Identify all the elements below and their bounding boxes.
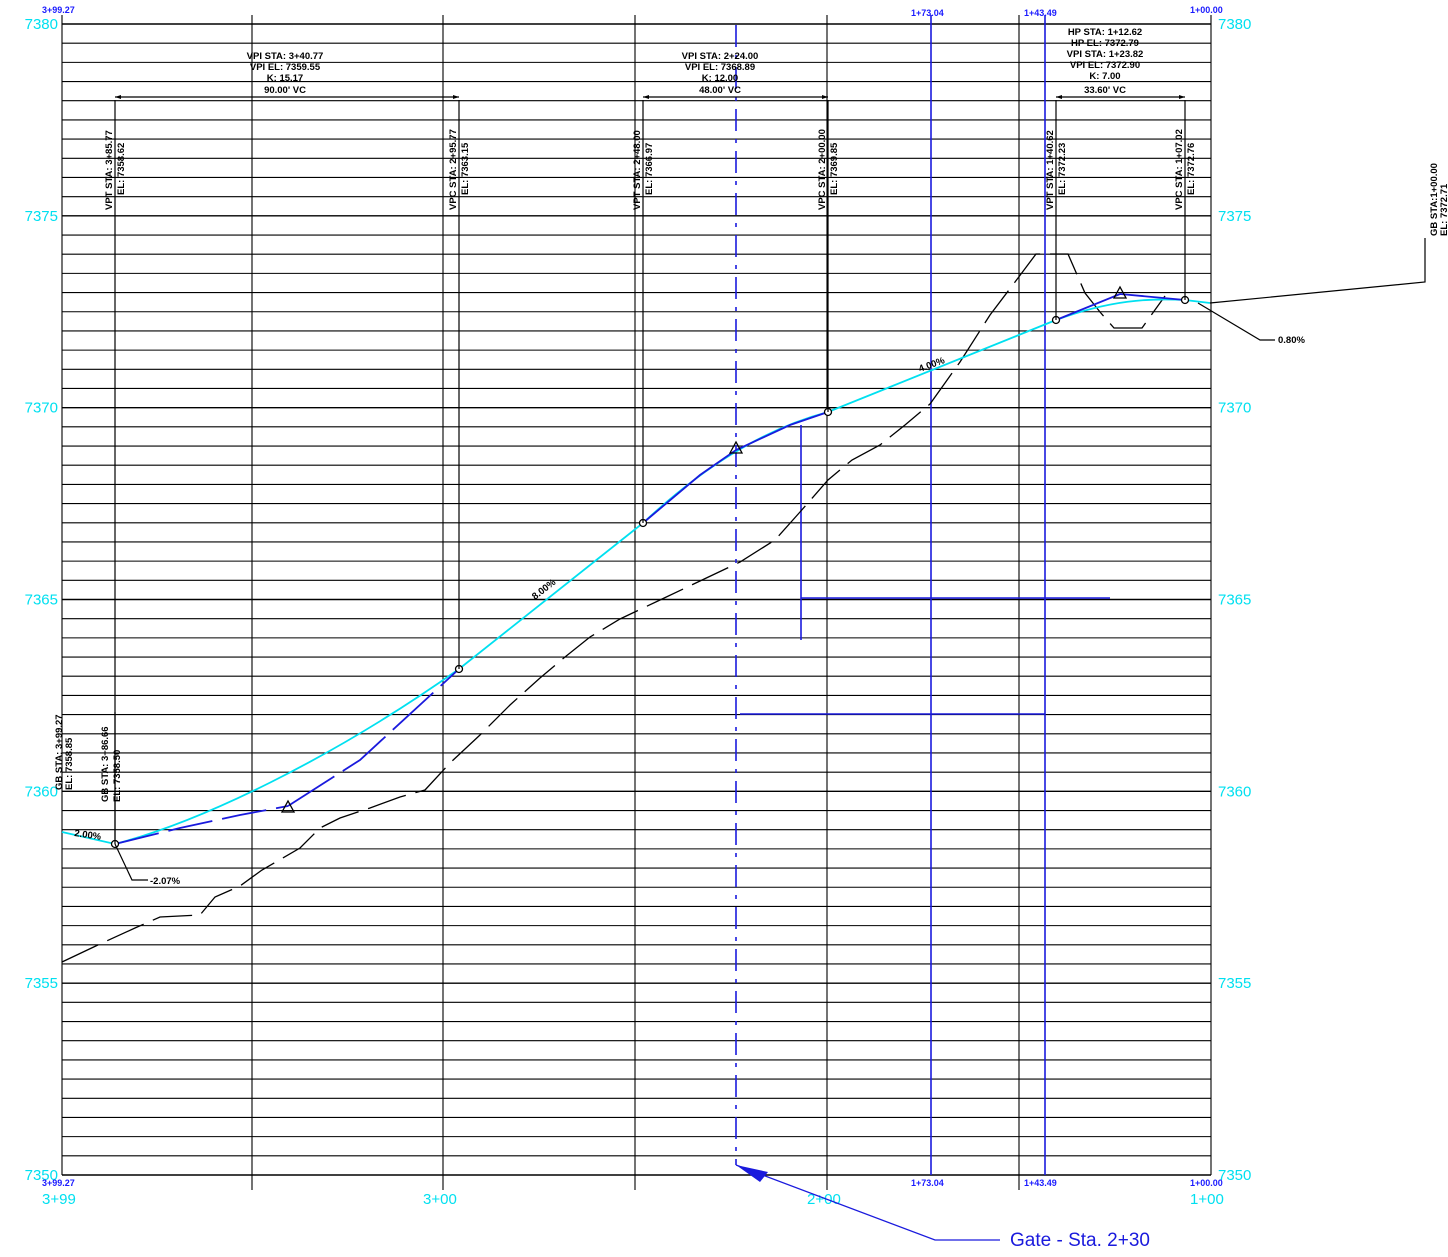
station-label-173-bottom: 1+73.04 [911,1178,944,1188]
existing-ground-profile [61,253,1166,963]
grade-label-2: -2.07% [150,876,181,887]
vpi-markers [280,285,1128,813]
vpi-triangle-2 [728,440,744,454]
vpc-label-2-line1: VPC STA: 2+00.00 [817,129,828,210]
elevation-label: 7380 [25,16,58,33]
gb-label-left-line1: GB STA: 3+99.27 [54,714,65,790]
elevation-labels-right: 7350 7355 7360 7365 7370 7375 7380 [1218,16,1251,1184]
vpt-label-1-line2: EL: 7358.62 [116,143,127,195]
svg-text:K: 15.17: K: 15.17 [267,73,303,84]
elevation-label: 7380 [1218,16,1251,33]
vpc-label-1-line1: VPC STA: 2+95.77 [448,129,459,210]
svg-text:33.60' VC: 33.60' VC [1084,85,1126,96]
station-label-right-top: 1+00.00 [1190,5,1223,15]
dimension-ticks [115,95,1185,99]
vpi-label-3: HP STA: 1+12.62 HP EL: 7372.79 VPI STA: … [1067,27,1144,96]
elevation-labels-left: 7350 7355 7360 7365 7370 7375 7380 [25,16,58,1184]
elevation-label: 7370 [25,400,58,417]
svg-text:VPI STA: 2+24.00: VPI STA: 2+24.00 [682,51,759,62]
svg-text:VPI EL: 7359.55: VPI EL: 7359.55 [250,62,321,73]
svg-text:VPI EL: 7368.89: VPI EL: 7368.89 [685,62,755,73]
vpt-label-3-line1: VPT STA: 1+40.62 [1045,130,1056,210]
elevation-label: 7355 [25,975,58,992]
gb-label-right-line2: EL: 7372.71 [1439,183,1448,236]
grade-labels: 2.00% -2.07% 8.00% 4.00% 0.80% [74,335,1306,887]
station-label-right-bottom: 1+00.00 [1190,1178,1223,1188]
svg-text:48.00' VC: 48.00' VC [699,85,741,96]
grade-label-5: 0.80% [1278,335,1305,346]
vpi-triangle-3 [1112,285,1128,299]
vpt-label-2-line2: EL: 7366.97 [644,143,655,195]
vertical-point-markers [110,295,1190,849]
vpc-label-3-line1: VPC STA: 1+07.02 [1174,129,1185,210]
station-major-100: 1+00 [1190,1191,1224,1208]
elevation-label: 7360 [1218,783,1251,800]
vpc-label-2-line2: EL: 7369.85 [829,142,840,195]
gb-label-mid-line2: EL: 7358.50 [112,750,123,802]
station-grid [61,15,1212,1190]
svg-text:VPI STA: 3+40.77: VPI STA: 3+40.77 [247,51,324,62]
label-leaders [114,96,1426,881]
gate-label: Gate - Sta. 2+30 [1010,1230,1150,1251]
elevation-label: 7350 [25,1167,58,1184]
station-label-143-bottom: 1+43.49 [1024,1178,1057,1188]
vpi-triangle-1 [280,799,296,813]
gb-label-mid-line1: GB STA: 3+86.66 [100,726,111,802]
elevation-label: 7360 [25,783,58,800]
gb-label-right-line1: GB STA:1+00.00 [1429,163,1440,236]
blue-station-lines [735,15,1110,1175]
svg-text:VPI EL: 7372.90: VPI EL: 7372.90 [1070,60,1140,71]
elevation-label: 7375 [25,208,58,225]
elevation-label: 7365 [1218,592,1251,609]
elevation-label: 7365 [25,592,58,609]
station-label-left-top: 3+99.27 [42,5,75,15]
elevation-label: 7350 [1218,1167,1251,1184]
svg-text:VPI STA: 1+23.82: VPI STA: 1+23.82 [1067,49,1144,60]
elevation-label: 7375 [1218,208,1251,225]
station-label-left-bottom: 3+99.27 [42,1178,75,1188]
grade-label-4: 4.00% [917,355,947,375]
elevation-label: 7355 [1218,975,1251,992]
svg-text:K: 7.00: K: 7.00 [1089,71,1120,82]
grade-label-1: 2.00% [74,828,103,843]
svg-text:90.00' VC: 90.00' VC [264,85,306,96]
vpt-label-1-line1: VPT STA: 3+85.77 [104,130,115,210]
svg-text:HP STA: 1+12.62: HP STA: 1+12.62 [1068,27,1142,38]
vpi-label-1: VPI STA: 3+40.77 VPI EL: 7359.55 K: 15.1… [247,51,324,96]
vpt-label-3-line2: EL: 7372.23 [1057,143,1068,195]
station-label-173-top: 1+73.04 [911,8,944,18]
elevation-label: 7370 [1218,400,1251,417]
gate-callout: Gate - Sta. 2+30 [735,1164,1150,1251]
vpc-label-3-line2: EL: 7372.76 [1186,143,1197,195]
station-major-399: 3+99 [42,1191,76,1208]
vpc-label-1-line2: EL: 7363.15 [460,142,471,195]
station-labels: 3+99.27 3+99.27 1+00.00 1+00.00 1+73.04 … [42,5,1224,1208]
station-major-300: 3+00 [423,1191,457,1208]
vpt-label-2-line1: VPT STA: 2+48.00 [632,130,643,210]
station-label-143-top: 1+43.49 [1024,8,1057,18]
vertical-labels: VPT STA: 3+85.77 EL: 7358.62 VPC STA: 2+… [54,129,1448,802]
vpi-label-2: VPI STA: 2+24.00 VPI EL: 7368.89 K: 12.0… [682,51,759,96]
svg-text:HP EL: 7372.79: HP EL: 7372.79 [1071,38,1139,49]
finish-grade-curve [61,298,1211,845]
design-line [114,293,1186,845]
gb-label-left-line2: EL: 7358.85 [64,737,75,790]
svg-text:K: 12.00: K: 12.00 [702,73,738,84]
